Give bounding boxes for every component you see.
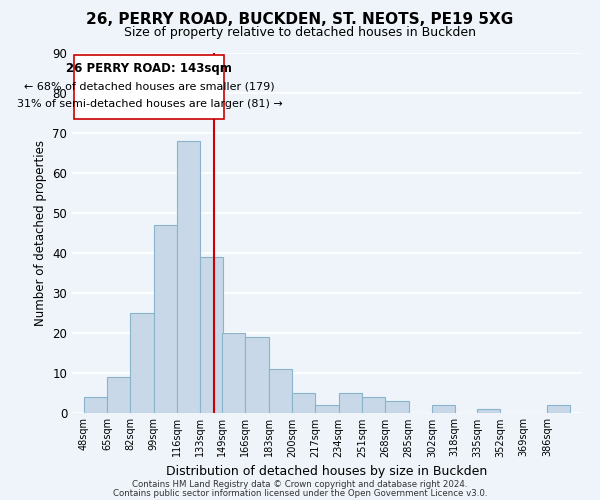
Bar [292, 392, 316, 412]
Bar [222, 332, 245, 412]
FancyBboxPatch shape [74, 54, 224, 118]
Bar [107, 376, 130, 412]
Text: 26 PERRY ROAD: 143sqm: 26 PERRY ROAD: 143sqm [67, 62, 232, 75]
Bar [385, 400, 409, 412]
X-axis label: Distribution of detached houses by size in Buckden: Distribution of detached houses by size … [166, 465, 488, 478]
Bar [83, 396, 107, 412]
Bar [477, 408, 500, 412]
Y-axis label: Number of detached properties: Number of detached properties [34, 140, 47, 326]
Text: Contains public sector information licensed under the Open Government Licence v3: Contains public sector information licen… [113, 489, 487, 498]
Bar [316, 404, 338, 412]
Bar [547, 404, 571, 412]
Bar [338, 392, 362, 412]
Bar [269, 368, 292, 412]
Bar [154, 224, 177, 412]
Bar [432, 404, 455, 412]
Bar [200, 256, 223, 412]
Text: ← 68% of detached houses are smaller (179): ← 68% of detached houses are smaller (17… [24, 82, 275, 92]
Bar [130, 312, 154, 412]
Bar [245, 336, 269, 412]
Bar [177, 140, 200, 412]
Text: 31% of semi-detached houses are larger (81) →: 31% of semi-detached houses are larger (… [17, 100, 282, 110]
Text: Contains HM Land Registry data © Crown copyright and database right 2024.: Contains HM Land Registry data © Crown c… [132, 480, 468, 489]
Text: 26, PERRY ROAD, BUCKDEN, ST. NEOTS, PE19 5XG: 26, PERRY ROAD, BUCKDEN, ST. NEOTS, PE19… [86, 12, 514, 28]
Text: Size of property relative to detached houses in Buckden: Size of property relative to detached ho… [124, 26, 476, 39]
Bar [362, 396, 385, 412]
